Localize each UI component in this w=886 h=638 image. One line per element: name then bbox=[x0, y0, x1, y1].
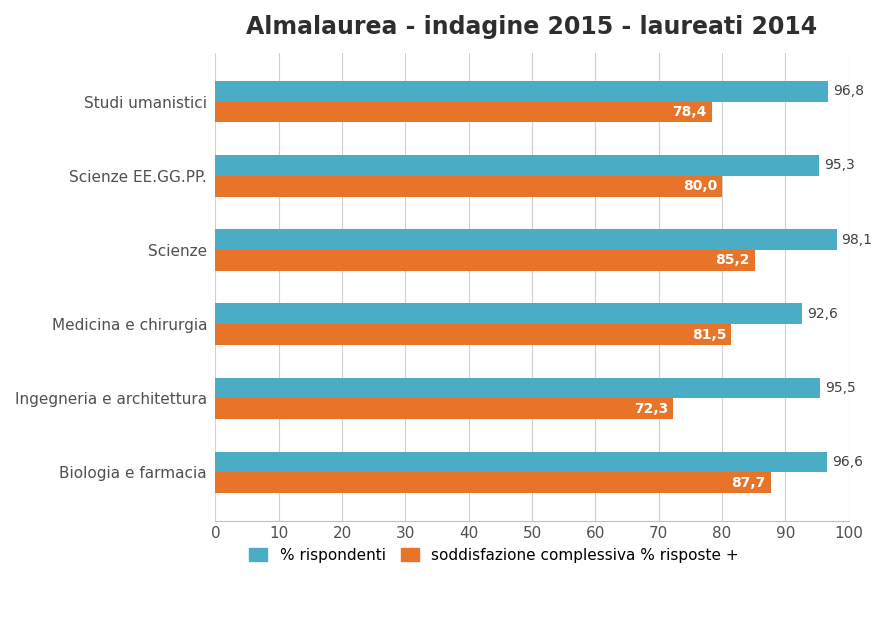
Text: 78,4: 78,4 bbox=[672, 105, 706, 119]
Bar bbox=[215, 398, 672, 419]
Bar bbox=[215, 378, 820, 398]
Text: 96,6: 96,6 bbox=[831, 455, 862, 469]
Text: 81,5: 81,5 bbox=[691, 327, 726, 341]
Text: 72,3: 72,3 bbox=[633, 402, 667, 416]
Text: 85,2: 85,2 bbox=[714, 253, 749, 267]
Bar bbox=[215, 473, 770, 493]
Text: 92,6: 92,6 bbox=[806, 307, 836, 321]
Bar bbox=[215, 101, 711, 122]
Bar bbox=[215, 229, 835, 250]
Bar bbox=[215, 250, 754, 271]
Text: 98,1: 98,1 bbox=[841, 233, 872, 246]
Text: 96,8: 96,8 bbox=[833, 84, 863, 98]
Title: Almalaurea - indagine 2015 - laureati 2014: Almalaurea - indagine 2015 - laureati 20… bbox=[246, 15, 817, 39]
Bar bbox=[215, 176, 721, 197]
Text: 95,5: 95,5 bbox=[824, 381, 855, 395]
Legend: % rispondenti, soddisfazione complessiva % risposte +: % rispondenti, soddisfazione complessiva… bbox=[243, 542, 744, 569]
Bar bbox=[215, 452, 826, 473]
Text: 80,0: 80,0 bbox=[682, 179, 716, 193]
Bar bbox=[215, 303, 801, 324]
Text: 95,3: 95,3 bbox=[823, 158, 853, 172]
Bar bbox=[215, 81, 828, 101]
Bar bbox=[215, 324, 731, 345]
Bar bbox=[215, 155, 818, 176]
Text: 87,7: 87,7 bbox=[731, 476, 765, 490]
